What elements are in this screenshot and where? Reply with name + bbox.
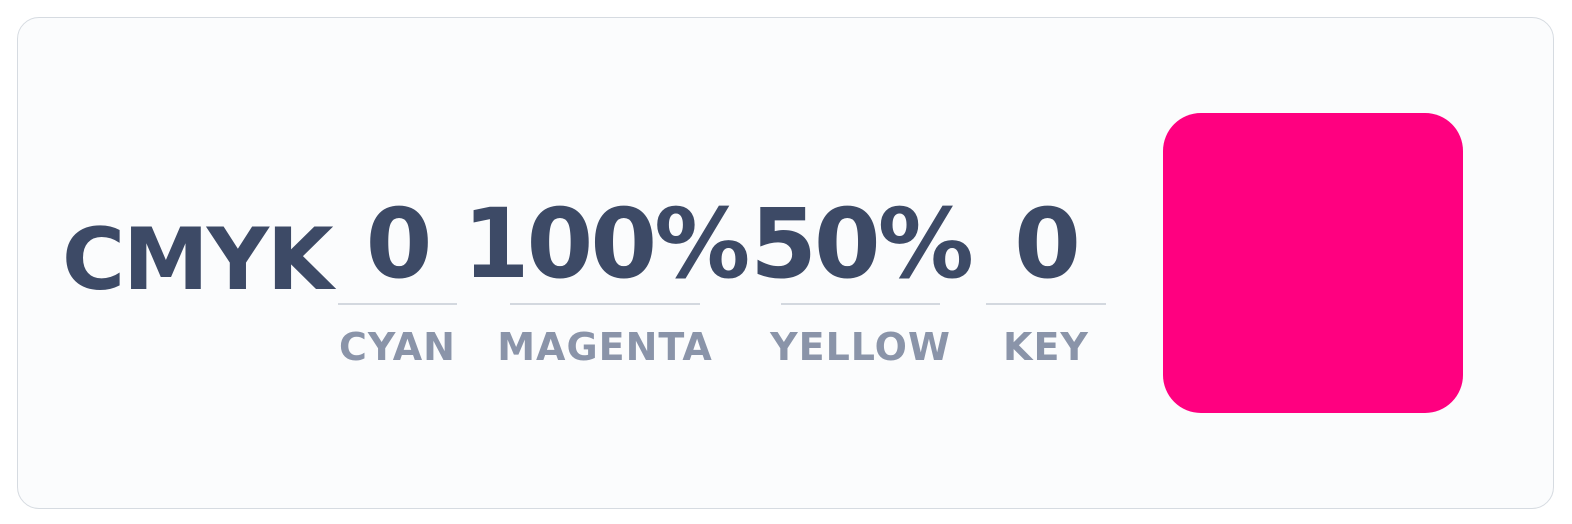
yellow-divider	[781, 303, 940, 305]
channel-key: 0 KEY	[986, 190, 1106, 369]
channel-cyan: 0 CYAN	[338, 190, 457, 369]
color-swatch	[1163, 113, 1463, 413]
color-model-title: CMYK	[62, 210, 334, 310]
cyan-divider	[338, 303, 457, 305]
channel-yellow: 50% YELLOW	[750, 190, 974, 369]
cyan-label: CYAN	[339, 325, 456, 369]
yellow-label: YELLOW	[770, 325, 951, 369]
yellow-value: 50%	[750, 188, 974, 300]
cyan-value: 0	[365, 188, 433, 300]
magenta-label: MAGENTA	[497, 325, 713, 369]
key-value: 0	[1014, 188, 1081, 300]
magenta-value: 100%	[462, 188, 751, 300]
magenta-divider	[510, 303, 700, 305]
key-divider	[986, 303, 1106, 305]
channel-magenta: 100% MAGENTA	[463, 190, 751, 369]
key-label: KEY	[1003, 325, 1089, 369]
